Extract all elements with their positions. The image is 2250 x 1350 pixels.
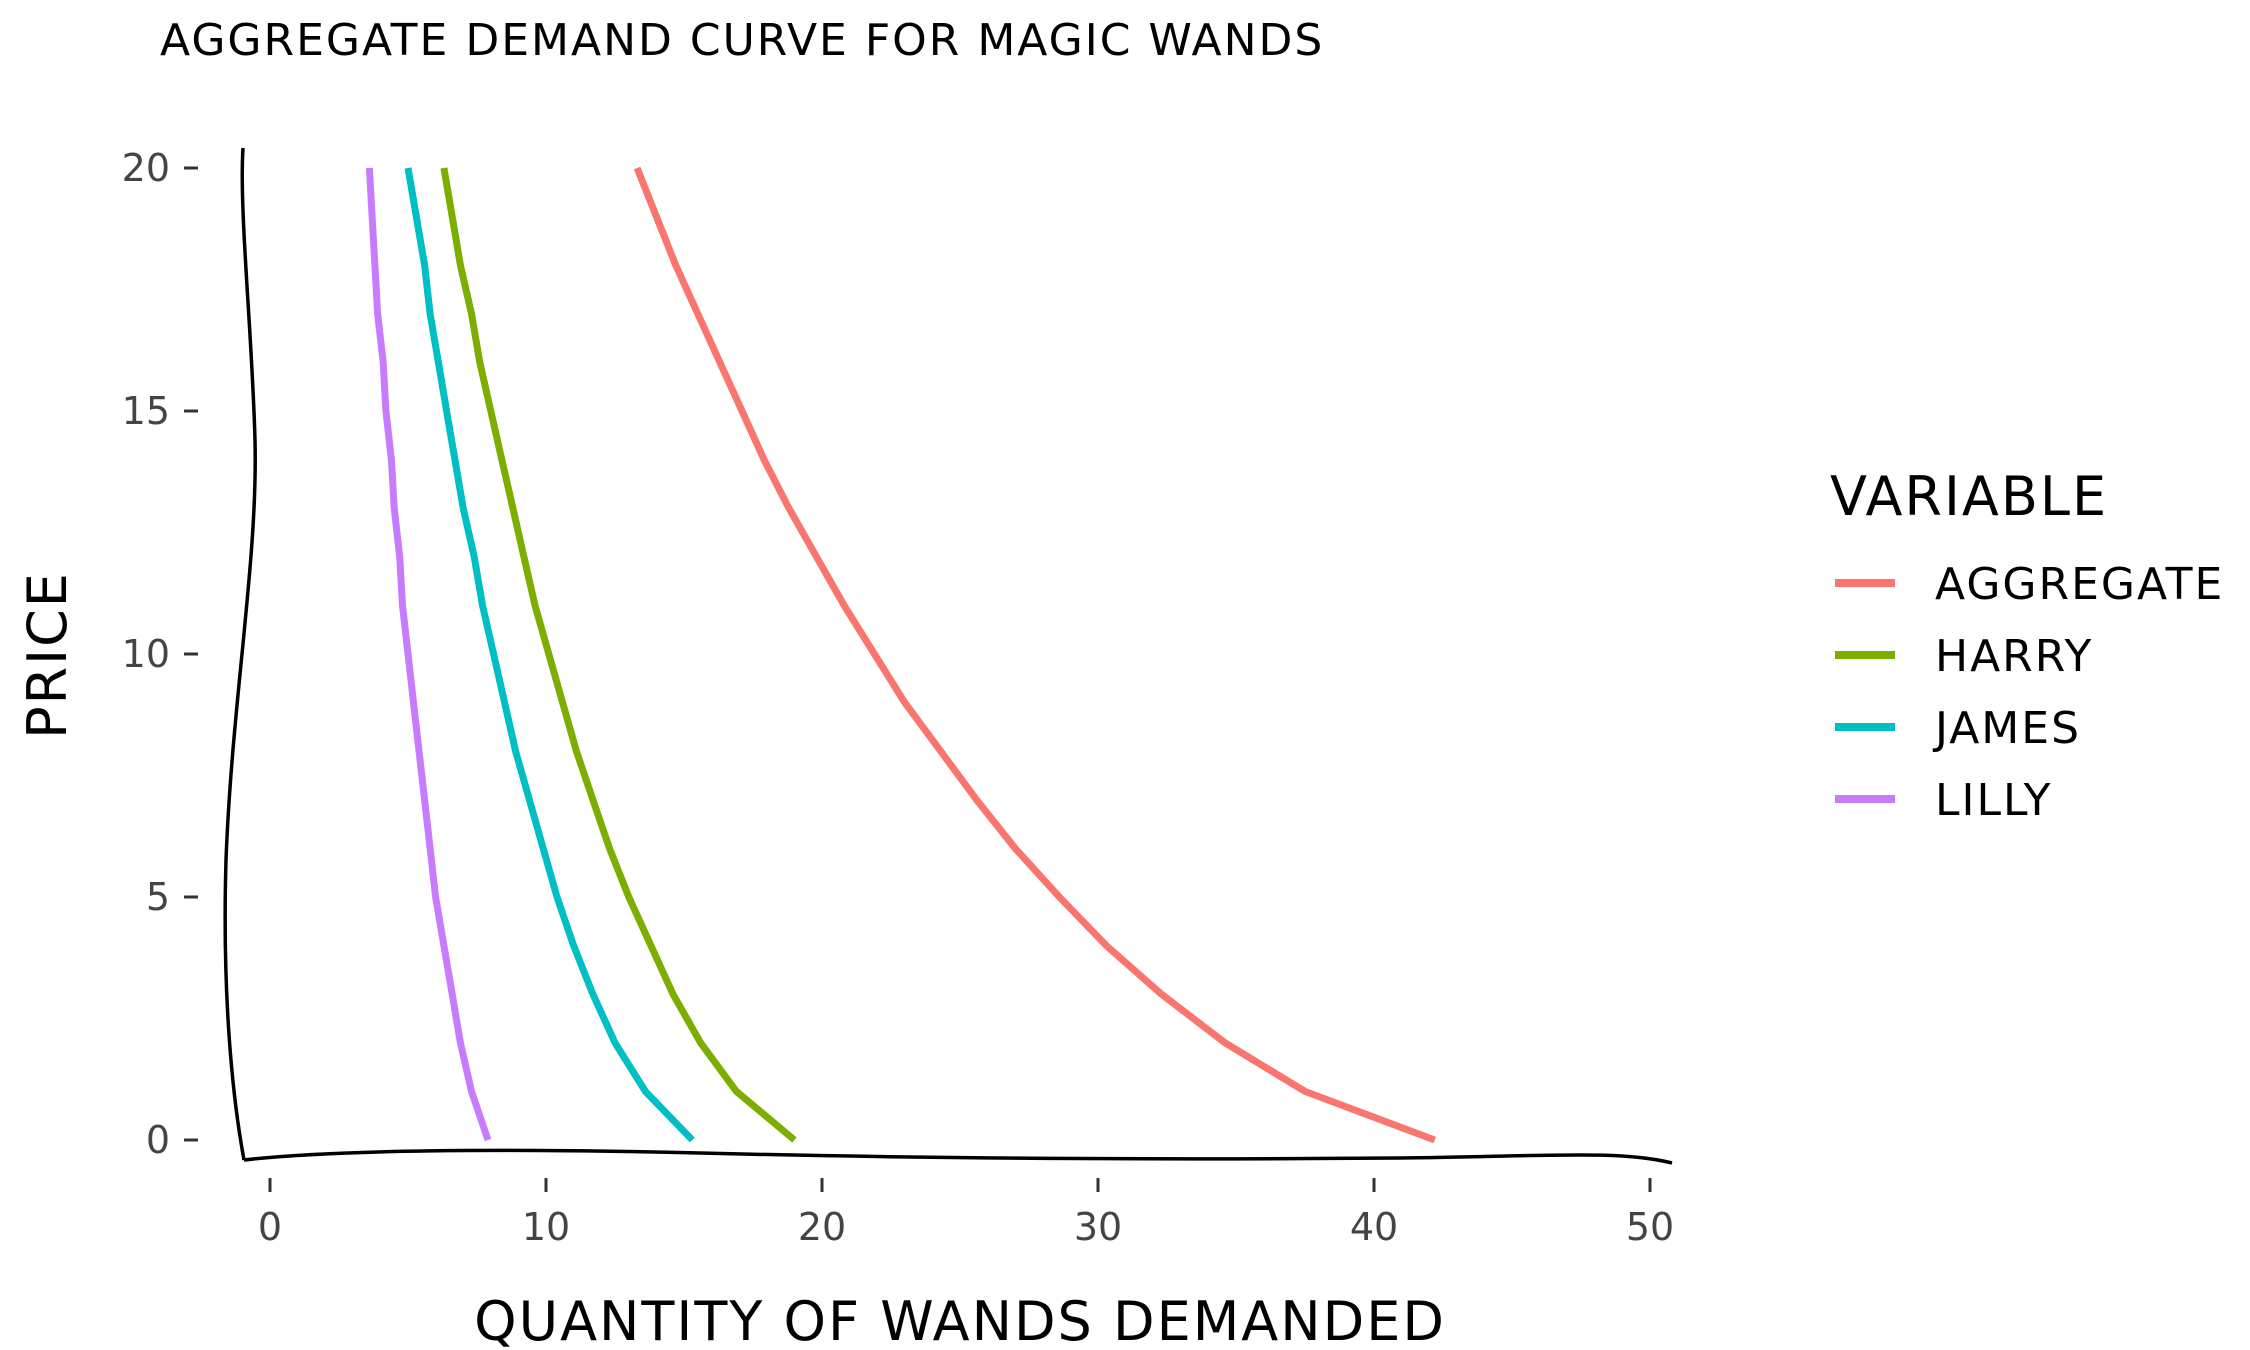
y-tick-label: 15 [122,389,170,433]
legend-label-aggregate: AGGREGATE [1935,559,2224,610]
x-axis-line [243,1148,1673,1165]
x-axis-ticks: 0 10 20 30 40 50 [258,1178,1674,1249]
y-tick-label: 5 [146,875,170,919]
chart-title: AGGREGATE DEMAND CURVE FOR MAGIC WANDS [160,15,1324,66]
x-tick-label: 30 [1074,1205,1122,1249]
legend-label-james: JAMES [1932,703,2081,754]
y-axis-line [223,147,257,1161]
series-line-james [404,167,695,1143]
y-tick-label: 20 [122,146,170,190]
series-line-lilly [365,167,492,1142]
legend-label-lilly: LILLY [1935,775,2053,826]
y-axis-label: PRICE [16,571,79,739]
x-tick-label: 0 [258,1205,282,1249]
series-line-aggregate [633,166,1436,1144]
x-tick-label: 20 [798,1205,846,1249]
x-axis-label: QUANTITY OF WANDS DEMANDED [474,1290,1446,1350]
legend-label-harry: HARRY [1935,631,2093,682]
y-tick-label: 10 [122,632,170,676]
x-tick-label: 40 [1350,1205,1398,1249]
y-axis-ticks: 0 5 10 15 20 [122,146,198,1162]
series-line-harry [440,167,797,1143]
y-tick-label: 0 [146,1118,170,1162]
legend-title: VARIABLE [1830,465,2108,528]
x-tick-label: 10 [522,1205,570,1249]
plot-area [223,147,1673,1165]
series-lines [365,166,1436,1144]
x-tick-label: 50 [1626,1205,1674,1249]
legend: VARIABLE AGGREGATE HARRY JAMES LILLY [1830,465,2224,826]
